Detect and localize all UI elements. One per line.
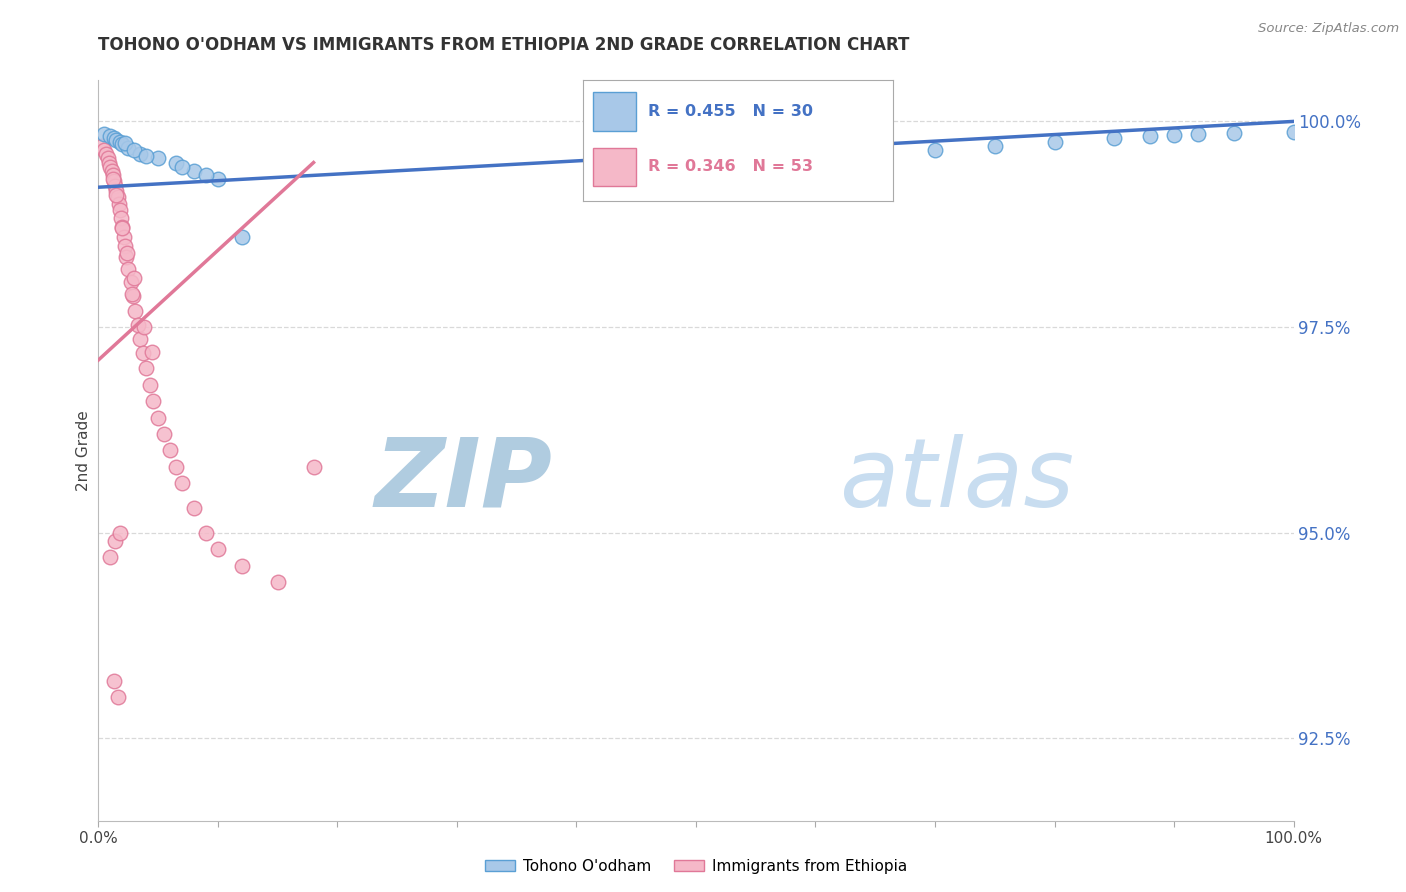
Point [111, 137, 134, 152]
Point [105, 132, 128, 146]
Point [207, 172, 229, 186]
Point [117, 262, 139, 277]
Point [231, 558, 253, 573]
Point [302, 459, 325, 474]
Point [172, 160, 194, 174]
Point [104, 178, 127, 193]
Point [98, 155, 121, 169]
Point [142, 394, 165, 409]
Point [132, 320, 155, 334]
Point [745, 152, 768, 166]
Point [105, 188, 128, 202]
Point [172, 476, 194, 491]
Point [103, 673, 125, 688]
Point [107, 690, 129, 705]
Point [159, 443, 181, 458]
Point [127, 318, 149, 333]
Text: R = 0.346   N = 53: R = 0.346 N = 53 [648, 160, 814, 175]
Text: R = 0.455   N = 30: R = 0.455 N = 30 [648, 104, 814, 120]
Point [124, 303, 146, 318]
Point [139, 377, 162, 392]
Point [97, 152, 120, 166]
Point [104, 533, 127, 548]
Point [114, 239, 136, 253]
Point [93, 127, 115, 141]
Point [98, 550, 122, 565]
Bar [593, 148, 636, 186]
Point [183, 501, 205, 516]
Point [120, 275, 142, 289]
Y-axis label: 2nd Grade: 2nd Grade [76, 410, 91, 491]
Point [111, 221, 134, 235]
Text: TOHONO O'ODHAM VS IMMIGRANTS FROM ETHIOPIA 2ND GRADE CORRELATION CHART: TOHONO O'ODHAM VS IMMIGRANTS FROM ETHIOP… [98, 36, 910, 54]
Point [1282, 125, 1305, 139]
Point [111, 219, 134, 234]
Point [267, 575, 290, 590]
Point [108, 203, 131, 218]
Point [101, 168, 124, 182]
Point [129, 147, 152, 161]
Point [105, 185, 128, 199]
Point [131, 346, 153, 360]
Point [828, 147, 851, 161]
Point [1139, 129, 1161, 144]
Point [1043, 135, 1066, 149]
Point [1163, 128, 1185, 142]
Point [93, 143, 115, 157]
Point [148, 152, 170, 166]
Point [194, 525, 218, 540]
Bar [593, 93, 636, 131]
Point [100, 163, 122, 178]
Point [122, 289, 145, 303]
Point [121, 287, 143, 301]
Point [115, 246, 138, 260]
Point [194, 168, 218, 182]
Point [685, 155, 707, 169]
Point [117, 141, 139, 155]
Point [984, 139, 1007, 153]
Point [165, 459, 187, 474]
Point [148, 410, 170, 425]
Point [141, 344, 163, 359]
Point [91, 139, 114, 153]
Point [1102, 131, 1125, 145]
Point [110, 211, 132, 226]
Point [98, 160, 122, 174]
Point [135, 361, 157, 376]
Point [129, 333, 152, 347]
Point [153, 427, 176, 442]
Point [183, 163, 205, 178]
Point [124, 143, 146, 157]
Point [94, 147, 117, 161]
Point [107, 196, 129, 211]
Point [124, 270, 146, 285]
Point [1187, 127, 1209, 141]
Point [207, 542, 229, 557]
Point [114, 136, 136, 150]
Point [112, 229, 135, 244]
Point [135, 149, 157, 163]
Point [231, 229, 253, 244]
Point [108, 135, 131, 149]
Point [103, 131, 125, 145]
Text: Source: ZipAtlas.com: Source: ZipAtlas.com [1258, 22, 1399, 36]
Text: ZIP: ZIP [374, 434, 553, 526]
Legend: Tohono O'odham, Immigrants from Ethiopia: Tohono O'odham, Immigrants from Ethiopia [478, 853, 914, 880]
Point [103, 174, 125, 188]
Point [924, 143, 946, 157]
Text: atlas: atlas [839, 434, 1074, 526]
Point [107, 190, 129, 204]
Point [165, 155, 187, 169]
Point [108, 525, 131, 540]
Point [98, 129, 122, 144]
Point [115, 250, 138, 264]
Point [101, 172, 124, 186]
Point [1222, 126, 1246, 140]
